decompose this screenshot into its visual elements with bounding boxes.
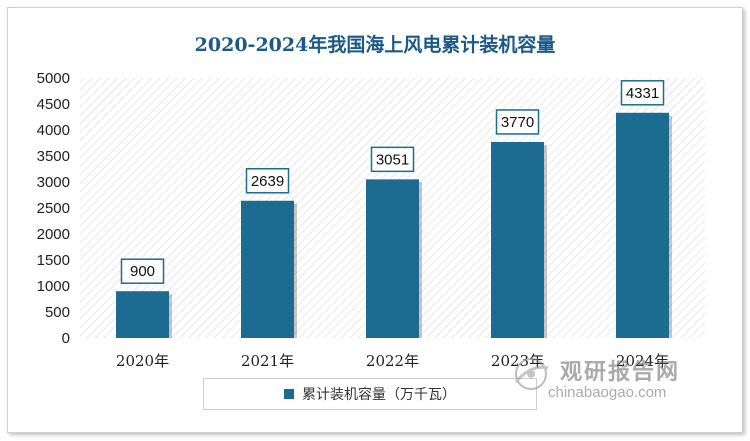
y-tick-label: 1000 <box>37 278 70 295</box>
data-label: 3051 <box>376 151 409 168</box>
y-tick-label: 3000 <box>37 174 70 191</box>
y-tick-label: 4000 <box>37 122 70 139</box>
bar <box>366 179 419 338</box>
y-axis: 0 500 1000 1500 2000 2500 3000 3500 4000 4500 5000 <box>37 70 70 347</box>
x-category-label: 2024年 <box>616 352 669 370</box>
bar <box>491 141 544 338</box>
watermark-logo-icon <box>514 358 549 390</box>
bar <box>616 112 669 339</box>
data-label-box <box>370 146 415 173</box>
y-tick-label: 4500 <box>37 96 70 113</box>
data-label-box <box>120 258 165 284</box>
y-tick-label: 1500 <box>37 252 70 269</box>
x-category-label: 2021年 <box>241 352 294 370</box>
chart-title: 2020-2024年我国海上风电累计装机容量 <box>194 34 556 56</box>
data-label: 4331 <box>626 85 659 102</box>
bar <box>241 200 294 338</box>
legend-label: 累计装机容量（万千瓦） <box>302 387 456 403</box>
data-label: 3770 <box>501 114 534 131</box>
bar-series: 900 2639 3051 3770 4331 <box>116 80 672 339</box>
legend: 累计装机容量（万千瓦） <box>203 378 537 410</box>
y-tick-label: 2000 <box>37 226 70 243</box>
watermark-cn: 观研报告网 <box>560 360 681 385</box>
data-label-box <box>495 109 540 135</box>
y-tick-label: 2500 <box>37 200 70 217</box>
watermark-en: chinabaogao.com <box>548 384 667 401</box>
data-label: 900 <box>130 263 155 280</box>
y-tick-label: 0 <box>62 330 70 347</box>
data-label-box <box>620 80 665 106</box>
y-tick-label: 500 <box>45 304 70 321</box>
legend-swatch <box>284 389 294 399</box>
bar <box>116 291 169 338</box>
data-label: 2639 <box>251 173 284 190</box>
y-tick-label: 3500 <box>37 148 70 165</box>
watermark: 观研报告网 chinabaogao.com <box>508 352 708 402</box>
data-label-box <box>245 168 290 194</box>
x-category-label: 2022年 <box>366 352 419 370</box>
x-category-label: 2023年 <box>491 352 544 370</box>
y-tick-label: 5000 <box>37 70 70 87</box>
x-axis: 2020年 2021年 2022年 2023年 2024年 <box>116 352 669 370</box>
x-category-label: 2020年 <box>116 352 169 370</box>
